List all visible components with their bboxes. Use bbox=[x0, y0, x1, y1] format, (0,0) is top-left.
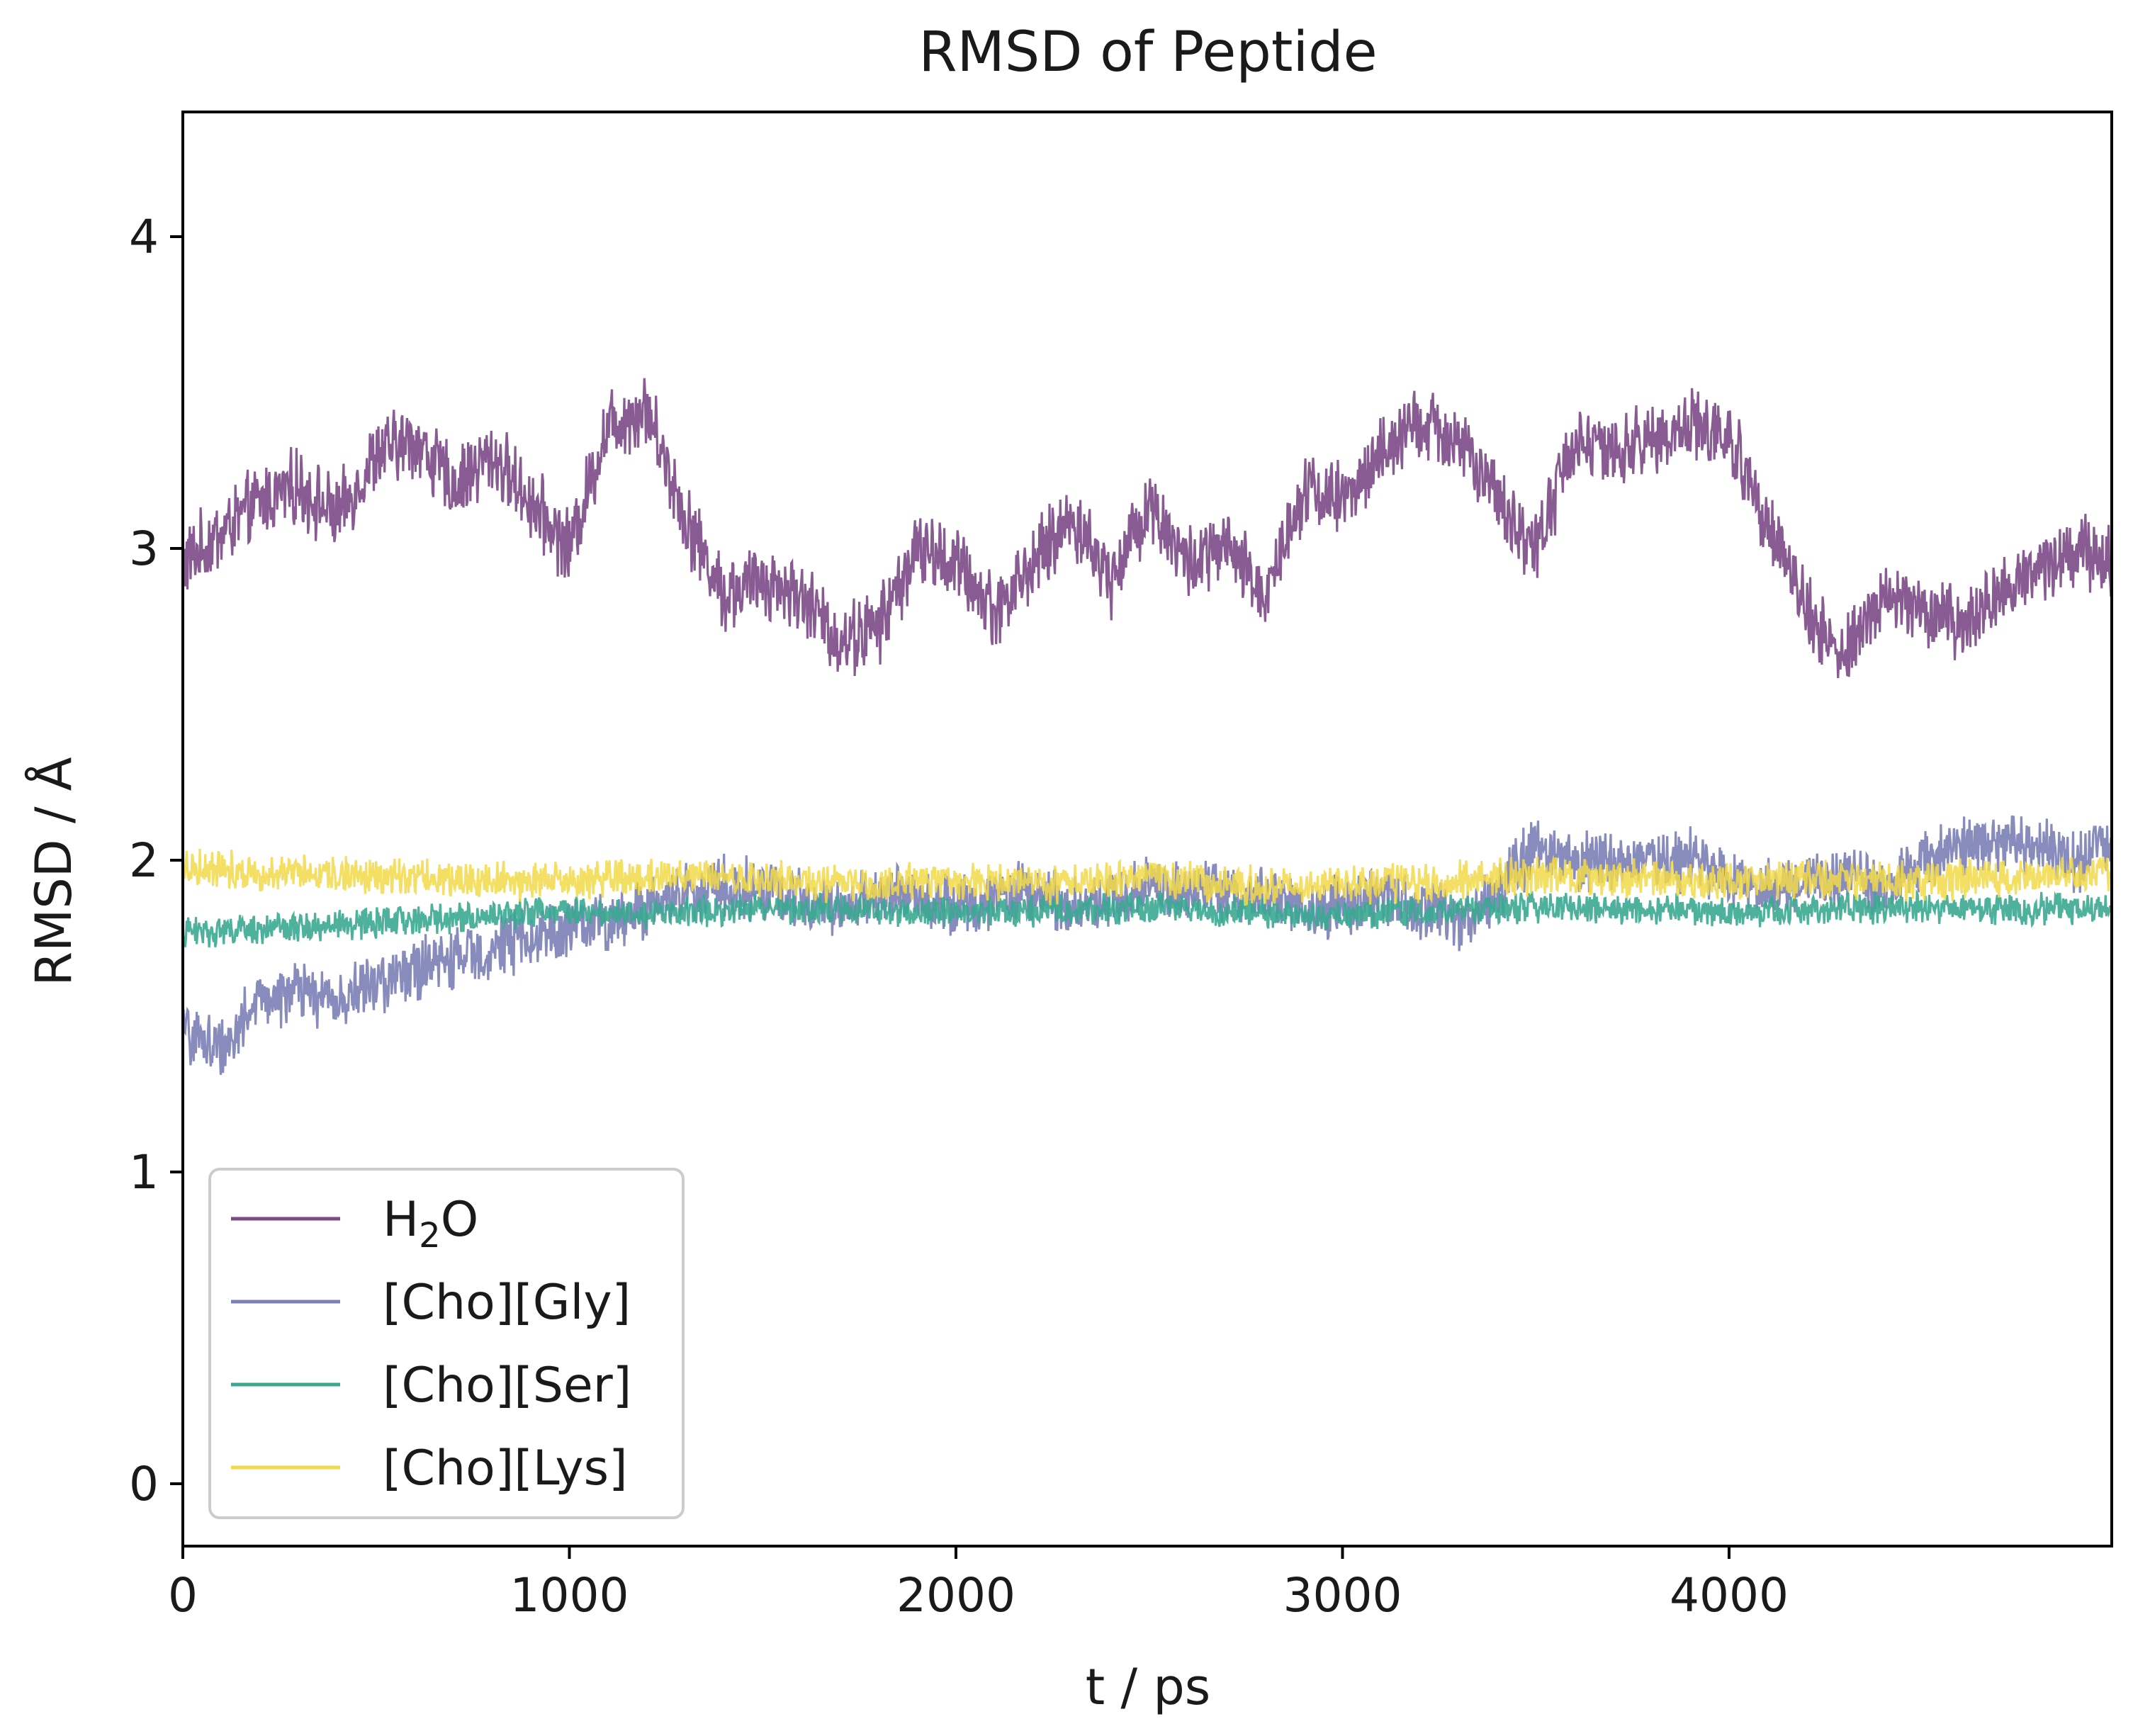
series-layer bbox=[183, 378, 2112, 1075]
legend-label: [Cho][Ser] bbox=[383, 1358, 631, 1414]
legend: H2O [Cho][Gly] [Cho][Ser] [Cho][Lys] bbox=[208, 1168, 685, 1519]
x-tick-label: 1000 bbox=[510, 1568, 629, 1623]
y-tick-label: 1 bbox=[129, 1145, 159, 1200]
x-tick-label: 2000 bbox=[896, 1568, 1015, 1623]
y-tick-label: 0 bbox=[129, 1457, 159, 1511]
series-line-2 bbox=[183, 889, 2112, 948]
legend-box bbox=[208, 1168, 685, 1519]
legend-label: [Cho][Gly] bbox=[383, 1275, 631, 1331]
y-axis: 0 1 2 3 4 bbox=[129, 210, 183, 1511]
x-tick-label: 0 bbox=[168, 1568, 198, 1623]
y-axis-label: RMSD / Å bbox=[25, 757, 83, 986]
series-line-0 bbox=[183, 378, 2112, 678]
legend-label: H2O bbox=[383, 1192, 478, 1256]
legend-label: [Cho][Lys] bbox=[383, 1441, 628, 1497]
x-tick-label: 3000 bbox=[1283, 1568, 1402, 1623]
y-tick-label: 4 bbox=[129, 210, 159, 264]
y-tick-label: 3 bbox=[129, 522, 159, 576]
plot-frame bbox=[181, 111, 2113, 1548]
x-tick-label: 4000 bbox=[1670, 1568, 1789, 1623]
chart-title: RMSD of Peptide bbox=[918, 21, 1377, 84]
y-tick-label: 2 bbox=[129, 833, 159, 888]
x-axis-label: t / ps bbox=[1086, 1658, 1210, 1716]
x-axis: 0 1000 2000 3000 4000 bbox=[168, 1546, 1789, 1623]
series-line-3 bbox=[183, 848, 2112, 906]
